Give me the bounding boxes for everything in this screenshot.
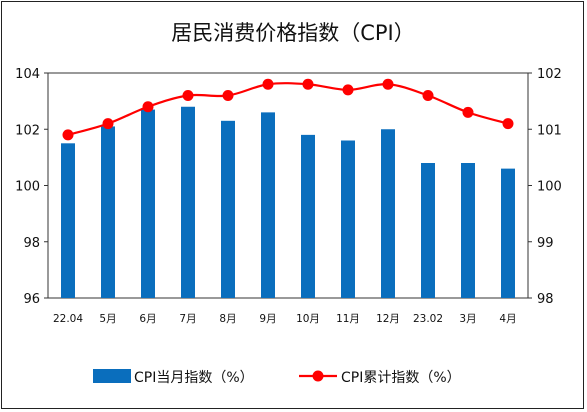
legend-line-label: CPI累计指数（%） [341,370,461,386]
line-point [102,118,114,130]
legend-line-marker [312,370,324,382]
line-series [62,78,514,141]
line-point [422,90,434,101]
right-tick-label: 101 [537,123,562,138]
legend: CPI当月指数（%） CPI累计指数（%） [93,369,461,386]
category-label: 23.02 [413,313,443,325]
line-point [462,106,474,118]
line-path [67,82,509,136]
bar [221,120,235,298]
bar [261,112,275,298]
category-label: 11月 [336,313,360,325]
bar [301,134,315,298]
category-label: 3月 [459,313,476,325]
left-tick-label: 104 [15,67,40,82]
line-point [302,78,314,90]
bar [61,143,75,298]
left-tick-label: 96 [23,292,40,307]
chart-title: 居民消费价格指数（CPI） [171,21,415,45]
left-tick-label: 100 [15,180,40,195]
line-point [222,90,234,101]
bar [461,163,475,298]
line-point [182,90,194,101]
category-label: 4月 [499,313,516,325]
right-tick-label: 100 [537,180,562,195]
bar [421,163,435,298]
category-label: 22.04 [53,313,83,325]
left-axis: 96 98 100 102 104 [15,67,48,307]
line-point [142,101,154,113]
right-tick-label: 99 [537,236,554,251]
bar-series [61,106,515,298]
category-label: 10月 [296,313,320,325]
right-tick-label: 98 [537,292,554,307]
right-axis: 98 99 100 101 102 [528,67,562,307]
line-point [382,78,394,90]
left-tick-label: 102 [15,123,40,138]
left-tick-label: 98 [23,236,40,251]
right-tick-label: 102 [537,67,562,82]
line-point [262,78,274,90]
bar [501,168,515,298]
line-point [342,84,354,96]
bar [181,106,195,298]
category-label: 5月 [99,313,116,325]
category-label: 7月 [179,313,196,325]
category-label: 6月 [139,313,156,325]
line-point [502,118,514,130]
bar [341,140,355,298]
bar [141,109,155,298]
category-label: 12月 [376,313,400,325]
legend-bar-swatch [93,369,131,383]
line-point [62,129,74,141]
category-label: 8月 [219,313,236,325]
bar [101,126,115,298]
category-axis: 22.04 5月 6月 7月 8月 9月 10月 11月 12月 23.02 3月 4月 [53,313,517,325]
category-label: 9月 [259,313,276,325]
bar [381,129,395,298]
legend-bar-label: CPI当月指数（%） [134,370,254,386]
